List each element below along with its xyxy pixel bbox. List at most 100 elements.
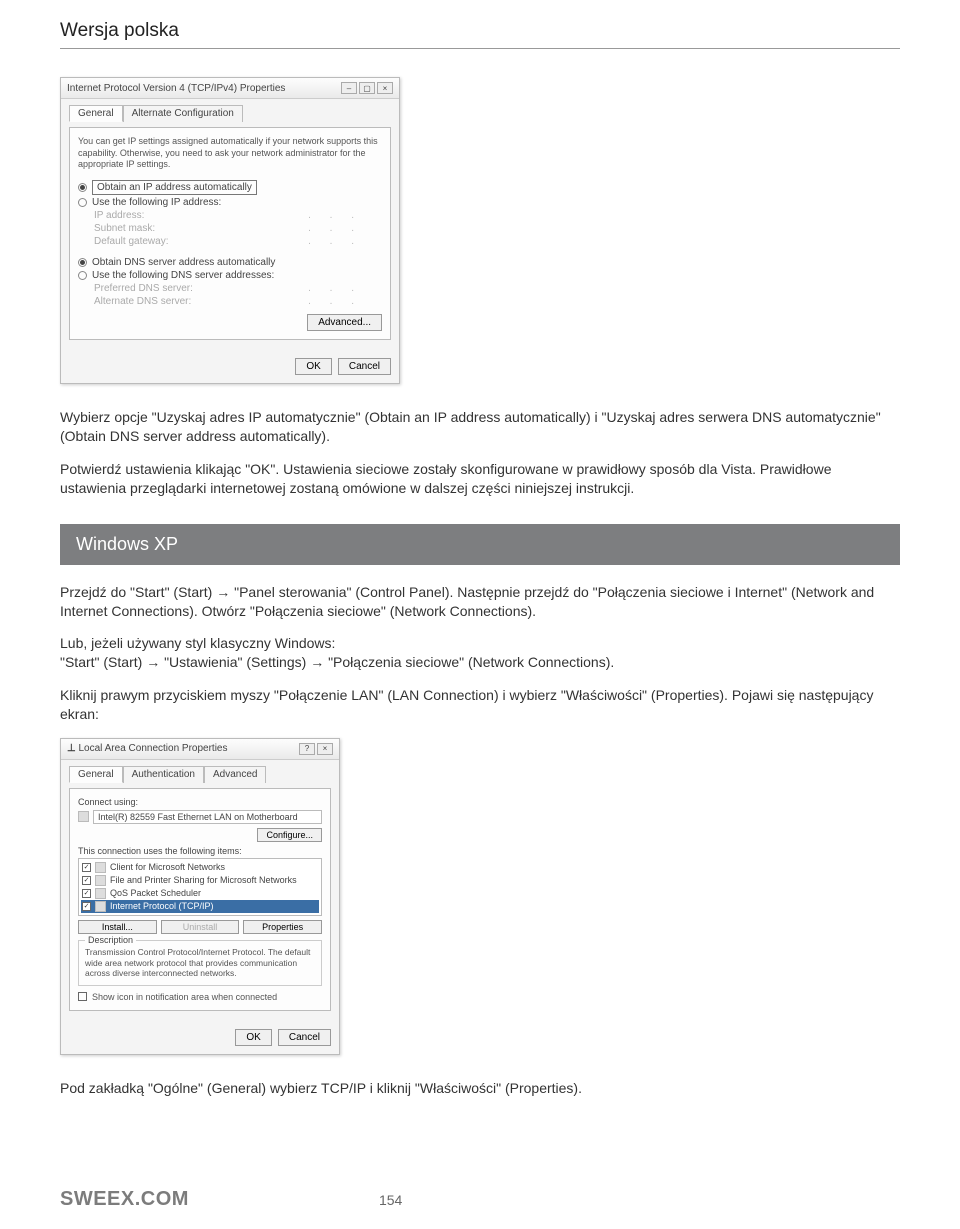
page-title: Wersja polska [60, 20, 900, 42]
checkbox-icon[interactable] [78, 992, 87, 1001]
cancel-button[interactable]: Cancel [278, 1029, 331, 1046]
radio-obtain-dns[interactable]: Obtain DNS server address automatically [78, 256, 382, 269]
alt-dns-row: Alternate DNS server:. . . [78, 295, 382, 308]
radio-use-ip[interactable]: Use the following IP address: [78, 196, 382, 209]
item-buttons: Install... Uninstall Properties [78, 920, 322, 934]
item-label: File and Printer Sharing for Microsoft N… [110, 875, 297, 885]
radio-label: Obtain DNS server address automatically [92, 257, 275, 268]
field-label: Default gateway: [94, 236, 169, 247]
tab-panel: Connect using: Intel(R) 82559 Fast Ether… [69, 788, 331, 1011]
lan-properties-dialog: ⊥ Local Area Connection Properties ? × G… [60, 738, 340, 1055]
uninstall-button[interactable]: Uninstall [161, 920, 240, 934]
tab-alternate[interactable]: Alternate Configuration [123, 105, 243, 122]
subnet-row: Subnet mask:. . . [78, 222, 382, 235]
dialog-buttons: OK Cancel [61, 1021, 339, 1054]
tab-general[interactable]: General [69, 766, 123, 783]
dialog-buttons: OK Cancel [61, 350, 399, 383]
configure-button[interactable]: Configure... [257, 828, 322, 842]
item-label: QoS Packet Scheduler [110, 888, 201, 898]
description-legend: Description [85, 935, 136, 945]
close-icon[interactable]: × [317, 743, 333, 755]
radio-icon [78, 258, 87, 267]
list-item[interactable]: ✓ Client for Microsoft Networks [81, 861, 319, 874]
item-icon [95, 901, 106, 912]
cancel-button[interactable]: Cancel [338, 358, 391, 375]
field-label: Preferred DNS server: [94, 283, 193, 294]
checkbox-icon[interactable]: ✓ [82, 876, 91, 885]
checkbox-icon[interactable]: ✓ [82, 902, 91, 911]
field-label: Alternate DNS server: [94, 296, 191, 307]
uses-items-label: This connection uses the following items… [78, 846, 322, 856]
text-fragment: Przejdź do "Start" (Start) [60, 584, 216, 600]
window-buttons: – ▢ × [341, 82, 393, 94]
radio-label: Obtain an IP address automatically [92, 180, 257, 195]
text-fragment: "Start" (Start) [60, 654, 146, 670]
radio-obtain-ip[interactable]: Obtain an IP address automatically [78, 179, 382, 196]
item-label: Client for Microsoft Networks [110, 862, 225, 872]
minimize-icon[interactable]: – [341, 82, 357, 94]
connect-using-label: Connect using: [78, 797, 322, 807]
text-fragment: "Połączenia sieciowe" (Network Connectio… [324, 654, 614, 670]
gateway-row: Default gateway:. . . [78, 235, 382, 248]
properties-button[interactable]: Properties [243, 920, 322, 934]
arrow-icon: → [146, 654, 160, 670]
page-number: 154 [379, 1192, 402, 1208]
advanced-button[interactable]: Advanced... [307, 314, 382, 331]
dialog-titlebar: Internet Protocol Version 4 (TCP/IPv4) P… [61, 78, 399, 99]
section-header: Windows XP [60, 524, 900, 565]
list-item[interactable]: ✓ QoS Packet Scheduler [81, 887, 319, 900]
tab-panel: You can get IP settings assigned automat… [69, 127, 391, 340]
radio-icon [78, 198, 87, 207]
radio-icon [78, 271, 87, 280]
checkbox-icon[interactable]: ✓ [82, 863, 91, 872]
tab-strip: General Authentication Advanced [69, 766, 331, 783]
checkbox-icon[interactable]: ✓ [82, 889, 91, 898]
list-item[interactable]: ✓ File and Printer Sharing for Microsoft … [81, 874, 319, 887]
advanced-row: Advanced... [78, 314, 382, 331]
list-item-selected[interactable]: ✓ Internet Protocol (TCP/IP) [81, 900, 319, 913]
paragraph: Kliknij prawym przyciskiem myszy "Połącz… [60, 686, 900, 724]
adapter-field: Intel(R) 82559 Fast Ethernet LAN on Moth… [93, 810, 322, 824]
item-icon [95, 875, 106, 886]
dialog-titlebar: ⊥ Local Area Connection Properties ? × [61, 739, 339, 760]
adapter-icon [78, 811, 89, 822]
dialog-title: Internet Protocol Version 4 (TCP/IPv4) P… [67, 83, 285, 94]
window-buttons: ? × [299, 743, 333, 755]
item-label: Internet Protocol (TCP/IP) [110, 901, 214, 911]
tab-authentication[interactable]: Authentication [123, 766, 204, 783]
maximize-icon[interactable]: ▢ [359, 82, 375, 94]
paragraph: Potwierdź ustawienia klikając "OK". Usta… [60, 460, 900, 498]
items-listbox[interactable]: ✓ Client for Microsoft Networks ✓ File and… [78, 858, 322, 916]
ipv4-properties-dialog: Internet Protocol Version 4 (TCP/IPv4) P… [60, 77, 400, 384]
text-fragment: "Ustawienia" (Settings) [160, 654, 310, 670]
radio-label: Use the following DNS server addresses: [92, 270, 274, 281]
close-icon[interactable]: × [377, 82, 393, 94]
arrow-icon: → [216, 584, 230, 600]
paragraph: Wybierz opcje "Uzyskaj adres IP automaty… [60, 408, 900, 446]
checkbox-label: Show icon in notification area when conn… [92, 992, 277, 1002]
text-fragment: Lub, jeżeli używany styl klasyczny Windo… [60, 635, 335, 651]
help-icon[interactable]: ? [299, 743, 315, 755]
radio-icon [78, 183, 87, 192]
tab-general[interactable]: General [69, 105, 123, 122]
paragraph: Lub, jeżeli używany styl klasyczny Windo… [60, 634, 900, 672]
ok-button[interactable]: OK [295, 358, 331, 375]
page-header: Wersja polska [60, 20, 900, 49]
item-icon [95, 862, 106, 873]
item-icon [95, 888, 106, 899]
page-footer: SWEEX.COM 154 [60, 1188, 900, 1211]
arrow-icon: → [310, 654, 324, 670]
radio-use-dns[interactable]: Use the following DNS server addresses: [78, 269, 382, 282]
ok-button[interactable]: OK [235, 1029, 271, 1046]
install-button[interactable]: Install... [78, 920, 157, 934]
section-title: Windows XP [76, 534, 884, 555]
tab-advanced[interactable]: Advanced [204, 766, 266, 783]
dialog-title: ⊥ Local Area Connection Properties [67, 743, 227, 754]
description-text: Transmission Control Protocol/Internet P… [85, 947, 315, 979]
paragraph: Przejdź do "Start" (Start) → "Panel ster… [60, 583, 900, 621]
show-icon-checkbox[interactable]: Show icon in notification area when conn… [78, 992, 322, 1002]
footer-brand: SWEEX.COM [60, 1188, 189, 1211]
ip-address-row: IP address:. . . [78, 209, 382, 222]
field-label: IP address: [94, 210, 144, 221]
intro-text: You can get IP settings assigned automat… [78, 136, 382, 171]
